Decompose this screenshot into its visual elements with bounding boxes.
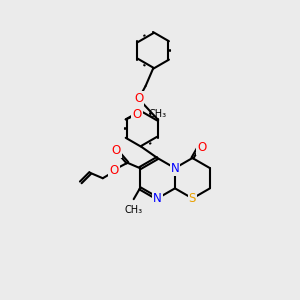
Text: O: O (132, 107, 142, 121)
Text: O: O (110, 164, 119, 177)
Text: CH₃: CH₃ (148, 109, 166, 119)
Text: N: N (153, 192, 162, 205)
Text: CH₃: CH₃ (124, 205, 143, 214)
Text: S: S (189, 192, 196, 205)
Text: N: N (171, 162, 179, 175)
Text: O: O (134, 92, 143, 105)
Text: O: O (197, 141, 206, 154)
Text: O: O (112, 144, 121, 158)
